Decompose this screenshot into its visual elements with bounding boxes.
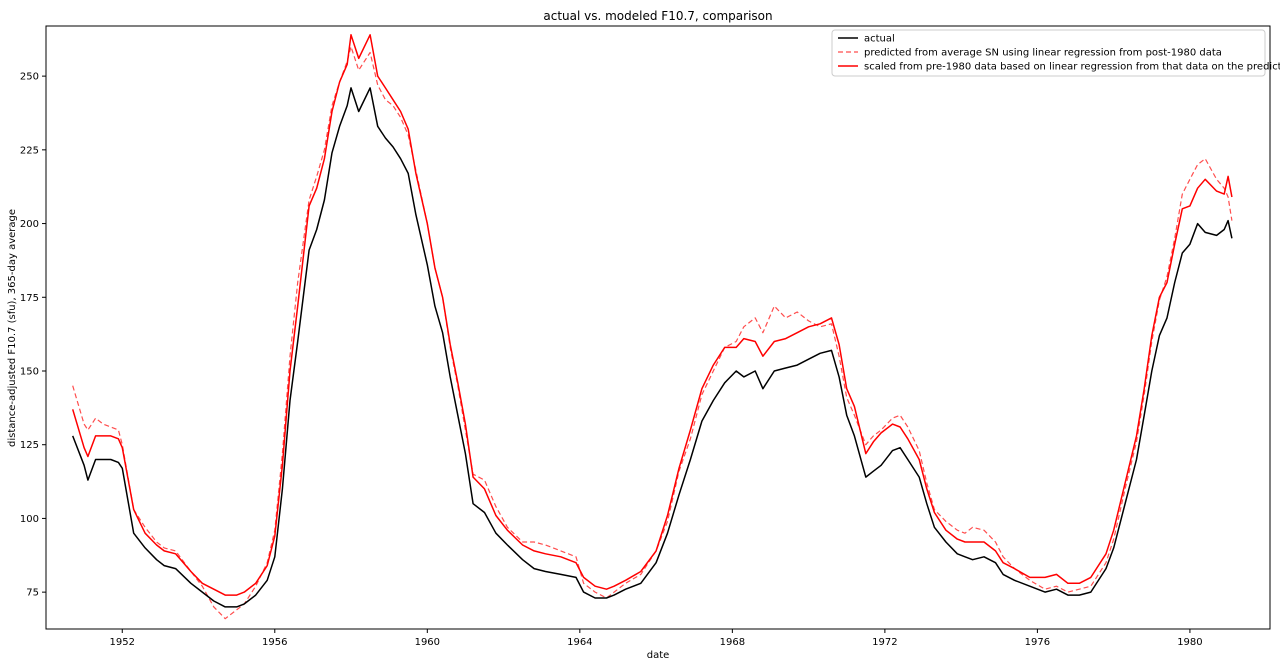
y-tick-label: 200	[20, 219, 39, 230]
series-line-2	[71, 34, 1233, 596]
x-tick-label: 1980	[1177, 637, 1202, 648]
x-tick-label: 1972	[872, 637, 897, 648]
legend-label-2: scaled from pre-1980 data based on linea…	[864, 62, 1280, 73]
y-tick-label: 150	[20, 366, 39, 377]
x-tick-label: 1976	[1025, 637, 1050, 648]
x-tick-label: 1960	[415, 637, 440, 648]
chart-title: actual vs. modeled F10.7, comparison	[543, 9, 772, 23]
series-line-0	[72, 87, 1233, 608]
legend-label-1: predicted from average SN using linear r…	[864, 48, 1222, 59]
y-tick-label: 175	[20, 293, 39, 304]
y-tick-label: 100	[20, 514, 39, 525]
y-tick-label: 75	[26, 588, 39, 599]
x-tick-label: 1964	[567, 637, 592, 648]
y-tick-label: 125	[20, 440, 39, 451]
y-axis: 75 100 125 150 175 200 225 250	[20, 72, 46, 599]
x-tick-label: 1968	[720, 637, 745, 648]
x-axis: 1952 1956 1960 1964 1968 1972 1976 1980	[110, 629, 1203, 648]
plot-frame	[45, 25, 1271, 630]
y-tick-label: 250	[20, 72, 39, 83]
x-tick-label: 1956	[262, 637, 287, 648]
x-tick-label: 1952	[110, 637, 135, 648]
x-axis-label: date	[647, 650, 670, 661]
y-axis-label: distance-adjusted F10.7 (sfu), 365-day a…	[7, 209, 18, 447]
y-tick-label: 225	[20, 145, 39, 156]
plot-series	[71, 34, 1233, 620]
legend-label-0: actual	[864, 34, 895, 45]
legend: actual predicted from average SN using li…	[831, 29, 1280, 77]
legend-box	[831, 29, 1266, 77]
